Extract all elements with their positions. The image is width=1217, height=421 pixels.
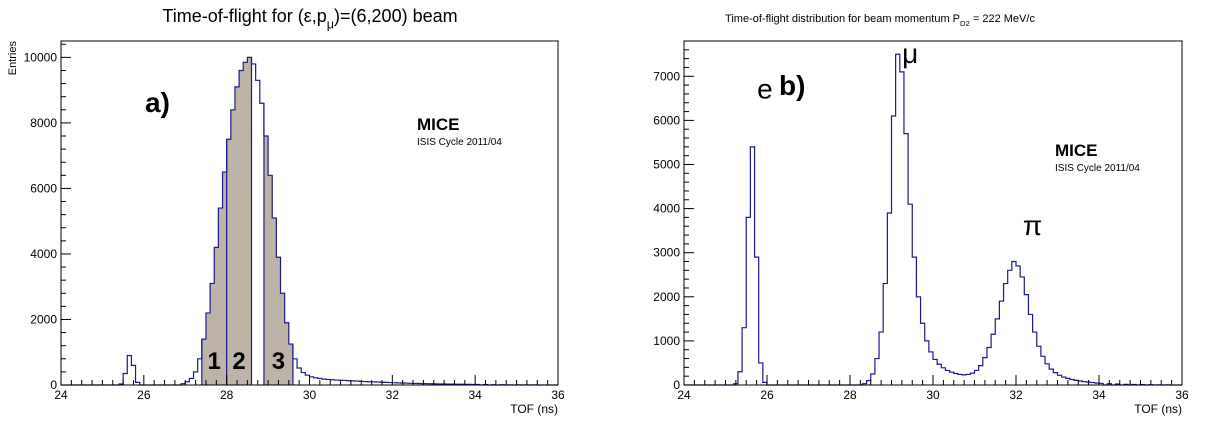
histogram-line [61,56,558,386]
y-tick-label: 4000 [653,202,680,216]
y-tick-label: 0 [50,378,57,392]
x-tick-label: 26 [137,388,151,402]
x-axis-title: TOF (ns) [510,402,558,416]
y-tick-label: 1000 [653,334,680,348]
chart-title: Time-of-flight for (ε,pμ)=(6,200) beam [162,6,457,31]
panel-label: b) [779,70,805,101]
particle-label: π [1023,210,1042,241]
y-tick-label: 6000 [653,113,680,127]
chart-panel-b: Time-of-flight distribution for beam mom… [653,13,1189,416]
x-tick-label: 34 [468,388,482,402]
y-tick-label: 10000 [24,50,58,64]
y-tick-label: 4000 [30,247,57,261]
y-tick-label: 2000 [653,290,680,304]
experiment-label: MICE [417,115,460,134]
y-tick-label: 8000 [30,116,57,130]
x-tick-label: 32 [1009,388,1023,402]
particle-label: e [757,73,773,104]
x-tick-label: 28 [220,388,234,402]
chart-title-tail: )=(6,200) beam [334,6,458,26]
x-tick-label: 34 [1092,388,1106,402]
chart-title-tail: = 222 MeV/c [970,13,1036,25]
panel-label: a) [145,87,170,118]
y-tick-label: 0 [673,378,680,392]
y-axis-title: Entries [7,41,19,76]
band-2-fill [226,57,252,385]
y-tick-label: 7000 [653,69,680,83]
band-label-3: 3 [272,348,285,375]
chart-title-subscript: μ [327,17,334,31]
x-tick-label: 36 [1175,388,1189,402]
experiment-label: MICE [1055,141,1098,160]
y-tick-label: 3000 [653,246,680,260]
chart-title-main: Time-of-flight for (ε,p [162,6,326,26]
x-tick-label: 36 [551,388,565,402]
x-tick-label: 26 [760,388,774,402]
run-label: ISIS Cycle 2011/04 [417,137,502,148]
x-tick-label: 24 [677,388,691,402]
x-tick-label: 30 [926,388,940,402]
x-tick-label: 32 [386,388,400,402]
particle-label: μ [902,38,918,69]
x-tick-label: 28 [843,388,857,402]
x-tick-label: 30 [303,388,317,402]
x-tick-label: 24 [54,388,68,402]
y-tick-label: 6000 [30,181,57,195]
chart-title: Time-of-flight distribution for beam mom… [725,13,1035,28]
x-axis-title: TOF (ns) [1134,402,1182,416]
band-label-1: 1 [208,348,221,375]
band-label-2: 2 [232,348,245,375]
run-label: ISIS Cycle 2011/04 [1055,163,1140,174]
chart-title-subscript: D2 [960,19,970,28]
y-tick-label: 2000 [30,312,57,326]
y-tick-label: 5000 [653,157,680,171]
chart-title-main: Time-of-flight distribution for beam mom… [725,13,960,25]
plot-frame [60,40,559,386]
